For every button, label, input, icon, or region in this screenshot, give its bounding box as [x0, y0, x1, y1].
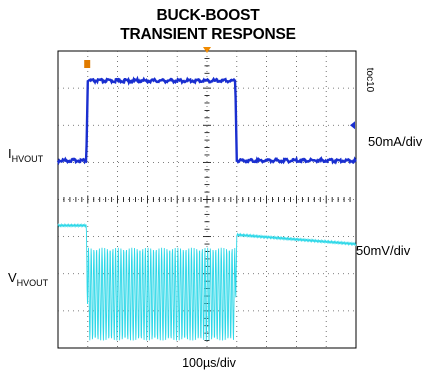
chart-title-line-1: BUCK-BOOST [156, 7, 260, 24]
trigger-marker [203, 47, 211, 53]
current-trace [56, 75, 357, 166]
voltage-label-sub: HVOUT [16, 278, 49, 288]
figure-id: toc10 [364, 68, 375, 93]
current-scale-label: 50mA/div [368, 134, 423, 149]
traces [56, 75, 357, 341]
current-label-sub: HVOUT [11, 154, 44, 164]
voltage-trace [57, 222, 357, 341]
level-arrow-marker [350, 121, 355, 130]
channel-reference-marker [84, 60, 91, 68]
voltage-scale-label: 50mV/div [356, 243, 411, 258]
x-axis-label: 100µs/div [182, 356, 236, 370]
markers [84, 47, 355, 130]
voltage-label-main: V [8, 270, 17, 285]
voltage-channel-label: VHVOUT [8, 270, 49, 288]
chart-title-line-2: TRANSIENT RESPONSE [120, 26, 296, 43]
current-label-main: I [8, 146, 12, 161]
current-channel-label: IHVOUT [8, 146, 44, 164]
